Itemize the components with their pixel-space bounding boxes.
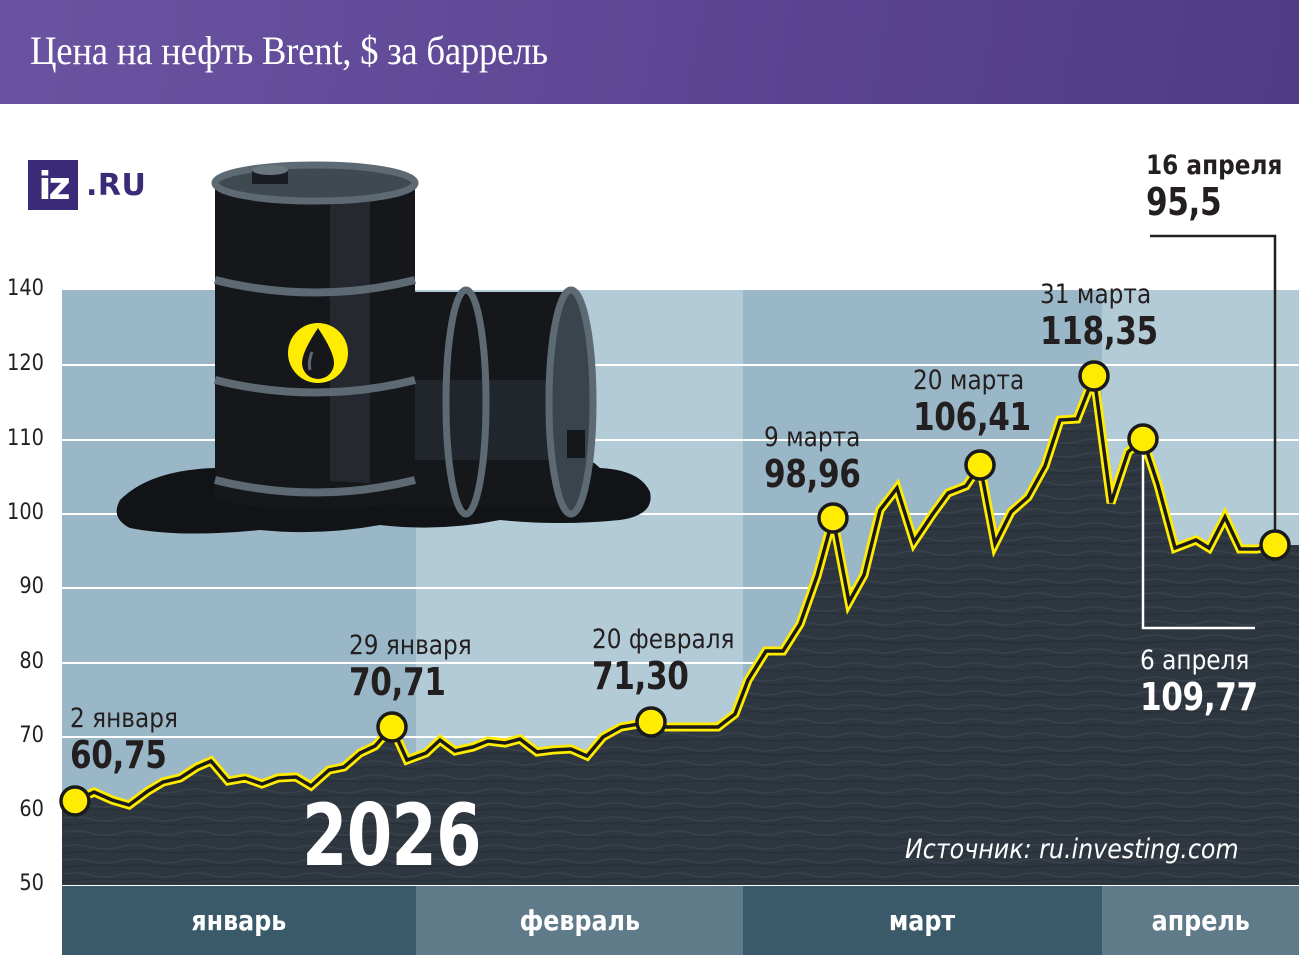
month-text: январь xyxy=(191,904,287,937)
logo-box: iz xyxy=(28,160,78,210)
callout-value: 95,5 xyxy=(1146,180,1222,224)
iz-ru-logo: iz .RU xyxy=(28,160,146,210)
month-text: март xyxy=(889,904,956,937)
y-tick-label: 120 xyxy=(7,351,44,376)
callout-date: 20 февраля xyxy=(592,624,735,655)
y-tick-label: 140 xyxy=(7,276,44,301)
y-tick-label: 50 xyxy=(19,871,44,896)
header-banner: Цена на нефть Brent, $ за баррель xyxy=(0,0,1299,104)
callout-value: 98,96 xyxy=(764,452,861,496)
callout-value: 109,77 xyxy=(1140,675,1258,719)
price-line xyxy=(73,358,1276,810)
marker-apr6 xyxy=(1127,423,1159,455)
callout-date: 2 января xyxy=(70,703,178,734)
y-tick-label: 70 xyxy=(19,723,44,748)
callout-leaders xyxy=(1141,234,1277,630)
y-tick-label: 80 xyxy=(19,649,44,674)
leader-line xyxy=(1141,439,1255,630)
y-tick-label: 90 xyxy=(19,574,44,599)
callout-date: 6 апреля xyxy=(1140,645,1250,676)
chart-title: Цена на нефть Brent, $ за баррель xyxy=(30,28,548,73)
callout-mar20: 20 марта 106,41 xyxy=(913,365,1057,437)
marker-mar31 xyxy=(1078,360,1110,392)
callout-date: 31 марта xyxy=(1040,279,1152,310)
callout-value: 118,35 xyxy=(1040,309,1158,353)
callout-feb20: 20 февраля 71,30 xyxy=(592,624,758,696)
marker-feb20 xyxy=(635,706,667,738)
callout-mar31: 31 марта 118,35 xyxy=(1040,279,1184,351)
month-text: февраль xyxy=(519,904,640,937)
callout-jan2: 2 января 60,75 xyxy=(70,703,196,775)
month-label-3: апрель xyxy=(1102,886,1299,955)
price-markers xyxy=(59,360,1291,817)
standing-barrel-icon xyxy=(211,161,419,509)
y-tick-label: 110 xyxy=(7,426,44,451)
year-label: 2026 xyxy=(302,786,482,886)
month-axis: январь февраль март апрель xyxy=(62,886,1299,955)
month-label-0: январь xyxy=(62,886,416,955)
y-tick-label: 60 xyxy=(19,797,44,822)
callout-date: 16 апреля xyxy=(1146,150,1283,181)
source-note: Источник: ru.investing.com xyxy=(905,834,1239,865)
y-tick-label: 100 xyxy=(7,500,44,525)
callout-date: 20 марта xyxy=(913,365,1025,396)
callout-value: 71,30 xyxy=(592,654,689,698)
marker-mar20 xyxy=(964,449,996,481)
price-area-fill xyxy=(62,376,1299,885)
lying-barrel-icon xyxy=(400,286,597,518)
month-label-2: март xyxy=(743,886,1102,955)
marker-jan29 xyxy=(376,711,408,743)
callout-mar9: 9 марта 98,96 xyxy=(764,422,882,494)
callout-date: 9 марта xyxy=(764,422,861,453)
month-label-1: февраль xyxy=(416,886,743,955)
oil-barrels-illustration xyxy=(116,161,651,534)
callout-apr6: 6 апреля 109,77 xyxy=(1140,645,1284,717)
callout-jan29: 29 января 70,71 xyxy=(349,630,492,702)
marker-mar9 xyxy=(817,502,849,534)
callout-date: 29 января xyxy=(349,630,472,661)
month-text: апрель xyxy=(1151,904,1250,937)
marker-apr16 xyxy=(1259,529,1291,561)
marker-jan2 xyxy=(59,785,91,817)
callout-value: 70,71 xyxy=(349,660,446,704)
callout-value: 60,75 xyxy=(70,733,167,777)
leader-line xyxy=(1150,234,1277,545)
logo-text: .RU xyxy=(86,167,147,203)
callout-value: 106,41 xyxy=(913,395,1031,439)
callout-apr16: 16 апреля 95,5 xyxy=(1146,150,1299,222)
